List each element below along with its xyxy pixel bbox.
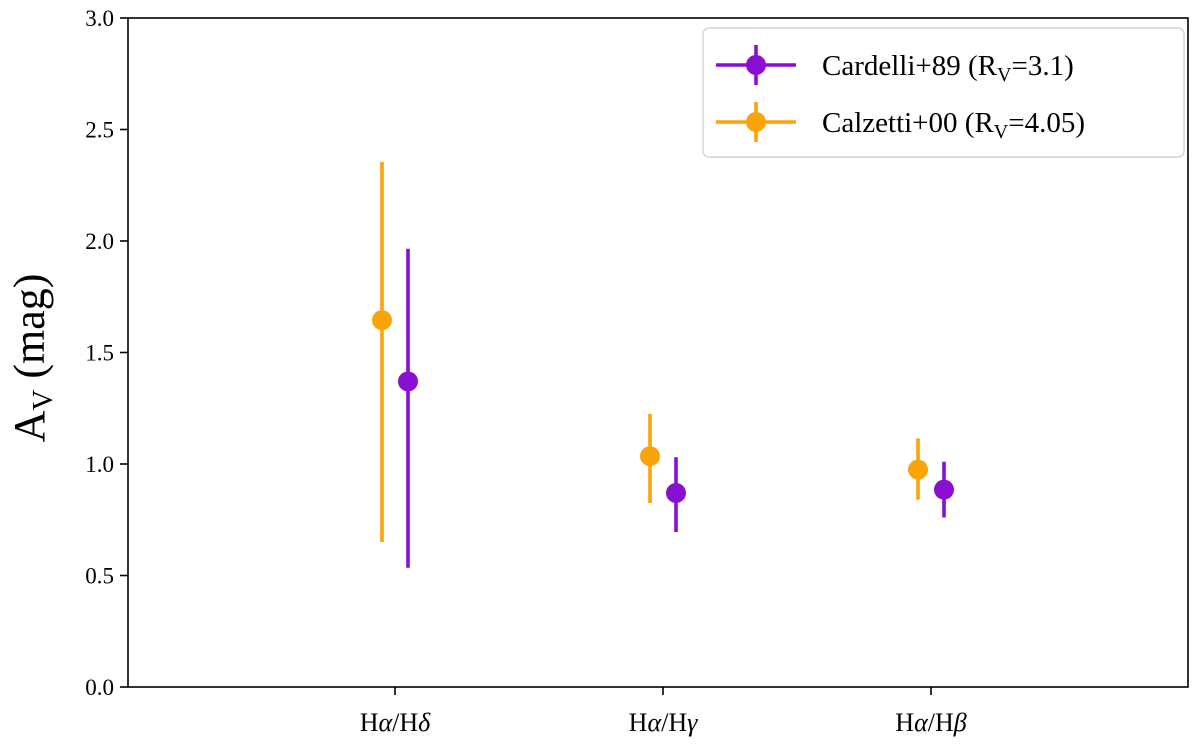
- y-tick-label-4: 2.0: [85, 229, 114, 254]
- data-marks: [372, 161, 954, 568]
- y-tick-label-6: 3.0: [85, 6, 114, 31]
- x-tick-label-2: Hα/Hβ: [895, 708, 966, 737]
- legend-marker-0: [746, 55, 766, 75]
- y-tick-label-5: 2.5: [85, 118, 114, 143]
- y-tick-label-0: 0.0: [85, 675, 114, 700]
- x-tick-label-2-mid: /H: [928, 708, 954, 737]
- x-tick-label-1: Hα/Hγ: [629, 708, 698, 737]
- x-tick-label-2-g1: α: [914, 708, 929, 737]
- x-tick-label-0-prefix: H: [360, 708, 379, 737]
- x-tick-label-0: Hα/Hδ: [360, 708, 431, 737]
- series-1-point-2: [908, 459, 928, 480]
- legend-label-1-sub: V: [994, 121, 1009, 143]
- legend-label-1: Calzetti+00 (RV=4.05): [822, 107, 1085, 143]
- x-tick-label-1-g1: α: [647, 708, 662, 737]
- legend-label-0: Cardelli+89 (RV=3.1): [822, 50, 1074, 86]
- x-tick-label-1-g2: γ: [687, 708, 698, 737]
- x-tick-label-0-mid: /H: [392, 708, 418, 737]
- x-tick-label-0-g1: α: [379, 708, 394, 737]
- plot-frame: [127, 17, 1189, 688]
- y-tick-label-1: 0.5: [85, 564, 114, 589]
- legend-label-1-main: Calzetti+00 (R: [822, 107, 994, 139]
- legend-label-0-tail: =3.1): [1011, 50, 1073, 82]
- x-tick-label-2-g2: β: [953, 708, 967, 737]
- series-0: [398, 248, 954, 568]
- series-0-point-0: [398, 371, 418, 392]
- y-axis-label: AV (mag): [5, 274, 59, 443]
- legend: Cardelli+89 (RV=3.1)Calzetti+00 (RV=4.05…: [702, 27, 1185, 158]
- y-tick-label-3: 1.5: [85, 341, 114, 366]
- series-1-point-1: [640, 446, 660, 467]
- y-axis-label-main: A: [5, 410, 54, 442]
- legend-label-0-main: Cardelli+89 (R: [822, 50, 998, 82]
- legend-entry-1: Calzetti+00 (RV=4.05): [716, 102, 1085, 143]
- series-0-point-2: [934, 479, 954, 500]
- x-tick-label-0-g2: δ: [418, 708, 431, 737]
- x-axis-ticks: Hα/Hδ Hα/Hγ Hα/Hβ: [360, 687, 967, 737]
- y-axis-label-sub: V: [27, 390, 59, 411]
- legend-label-1-tail: =4.05): [1008, 107, 1085, 139]
- y-axis-ticks: 0.0 0.5 1.0 1.5 2.0 2.5 3.0: [85, 6, 128, 700]
- legend-label-0-sub: V: [997, 64, 1012, 86]
- series-1: [372, 161, 928, 543]
- x-tick-label-1-mid: /H: [661, 708, 687, 737]
- series-1-point-0: [372, 310, 392, 331]
- legend-entry-0: Cardelli+89 (RV=3.1): [716, 45, 1074, 86]
- x-tick-label-2-prefix: H: [895, 708, 914, 737]
- legend-box: [702, 27, 1185, 158]
- y-tick-label-2: 1.0: [85, 452, 114, 477]
- legend-marker-1: [746, 112, 766, 132]
- series-0-point-1: [666, 482, 686, 503]
- x-tick-label-1-prefix: H: [629, 708, 648, 737]
- y-axis-label-unit: (mag): [5, 274, 54, 390]
